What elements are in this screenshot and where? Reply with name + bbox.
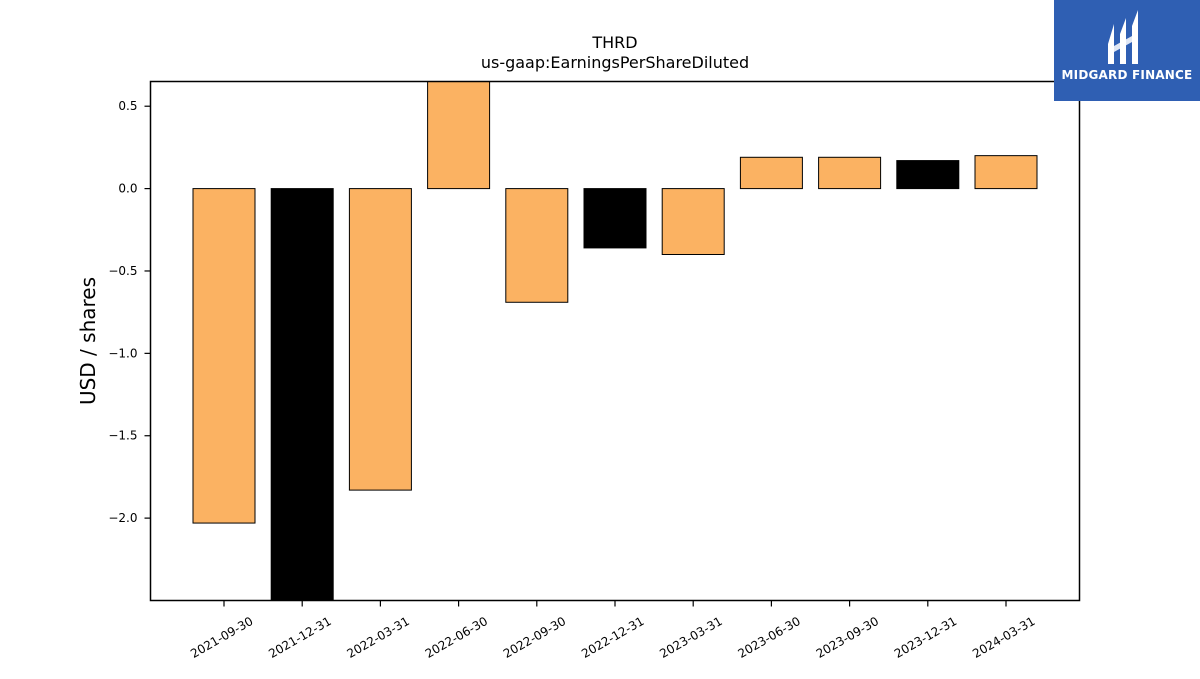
y-tick-label: −0.5 [108,264,137,278]
x-tick-label: 2022-12-31 [579,614,646,661]
bar-2023-03-31 [661,188,725,256]
bar-2022-03-31 [348,188,412,491]
x-tick-label: 2023-03-31 [657,614,724,661]
bar-2021-09-30 [192,188,256,524]
chart-subtitle: us-gaap:EarningsPerShareDiluted [481,53,749,72]
chart-title: THRD [591,33,637,52]
brand-logo: MIDGARD FINANCE [1054,0,1200,101]
bar-2022-12-31 [583,188,647,249]
bar-2023-09-30 [818,156,882,190]
y-tick-label: −2.0 [108,511,137,525]
x-tick-label: 2022-06-30 [423,614,490,661]
y-tick-label: 0.5 [118,99,137,113]
bar-2022-09-30 [505,188,569,303]
y-tick-label: 0.0 [118,182,137,196]
bar-2023-06-30 [739,156,803,190]
x-tick-label: 2021-09-30 [188,614,255,661]
x-tick-label: 2022-09-30 [501,614,568,661]
x-tick-label: 2023-09-30 [814,614,881,661]
midgard-logo-icon [1108,10,1138,64]
x-tick-label: 2023-12-31 [892,614,959,661]
x-tick-label: 2023-06-30 [735,614,802,661]
y-tick-label: −1.0 [108,346,137,360]
x-tick-label: 2024-03-31 [970,614,1037,661]
y-tick-label: −1.5 [108,429,137,443]
bar-2021-12-31 [270,188,334,601]
plot-area-frame [149,80,1081,602]
y-axis-label: USD / shares [76,277,100,405]
bars-layer [192,81,1038,601]
bar-2024-03-31 [974,155,1038,190]
bar-2023-12-31 [896,160,960,190]
x-tick-label: 2022-03-31 [344,614,411,661]
brand-name: MIDGARD FINANCE [1061,68,1193,82]
x-tick-label: 2021-12-31 [266,614,333,661]
bar-2022-06-30 [427,81,491,190]
